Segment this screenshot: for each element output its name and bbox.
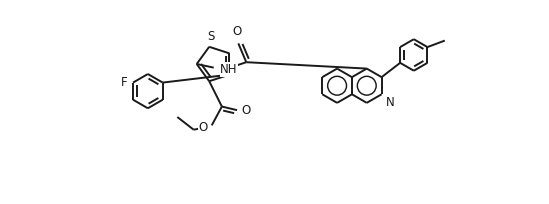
- Text: F: F: [121, 76, 127, 89]
- Text: NH: NH: [220, 63, 238, 76]
- Text: O: O: [232, 25, 241, 38]
- Text: S: S: [208, 30, 215, 43]
- Text: N: N: [386, 96, 395, 109]
- Text: O: O: [198, 121, 208, 134]
- Text: O: O: [242, 104, 251, 117]
